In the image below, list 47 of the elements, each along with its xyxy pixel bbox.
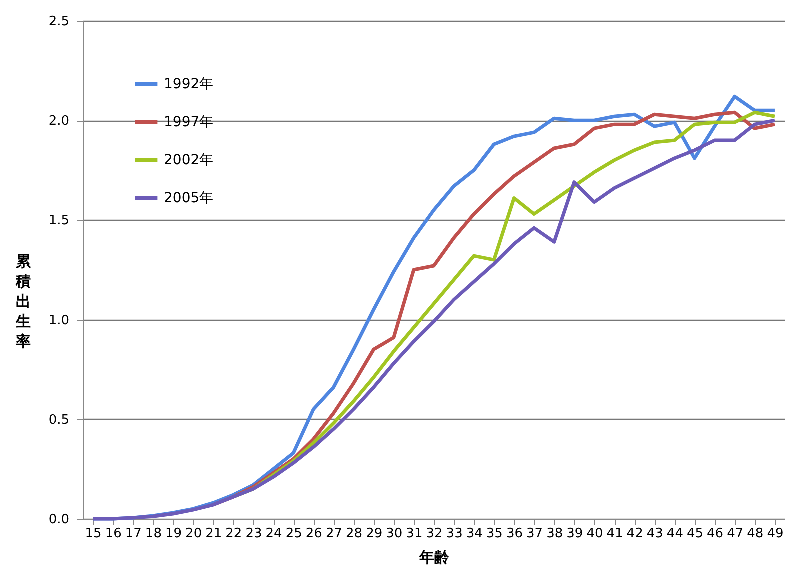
x-tick-label: 27 [326,526,342,542]
x-tick-label: 36 [506,526,523,542]
x-tick-label: 21 [206,526,222,542]
x-tick-label: 22 [226,526,242,542]
x-tick-label: 15 [85,526,102,542]
x-tick-label: 38 [546,526,564,542]
x-tick-label: 44 [666,526,684,542]
x-tick-label: 37 [526,526,544,542]
y-tick-label: 0.0 [48,512,70,528]
x-tick-label: 24 [266,526,282,542]
x-tick-label: 49 [767,526,784,542]
y-axis-title: 累積出生率 [15,252,32,350]
x-tick-label: 19 [165,526,182,542]
x-tick-label: 41 [606,526,624,542]
x-tick-label: 43 [646,526,664,542]
x-tick-label: 20 [186,526,202,542]
legend-label: 2005年 [164,190,214,206]
x-tick-label: 31 [406,526,423,542]
legend-label: 2002年 [164,152,214,168]
x-tick-label: 48 [747,526,764,542]
x-tick-label: 42 [626,526,644,542]
x-tick-label: 26 [306,526,322,542]
x-tick-label: 45 [686,526,704,542]
legend-label: 1997年 [164,114,214,130]
y-tick-label: 2.0 [48,114,70,130]
x-tick-label: 16 [105,526,122,542]
x-axis-title: 年齢 [418,548,450,566]
x-tick-label: 33 [446,526,463,542]
x-tick-label: 47 [727,526,744,542]
x-tick-label: 32 [426,526,443,542]
x-tick-label: 46 [707,526,724,542]
x-tick-label: 40 [586,526,604,542]
x-tick-label: 18 [145,526,162,542]
x-tick-label: 25 [286,526,302,542]
x-tick-label: 35 [486,526,503,542]
x-tick-label: 30 [386,526,403,542]
x-tick-label: 29 [366,526,383,542]
x-tick-label: 39 [566,526,584,542]
x-tick-label: 28 [346,526,363,542]
y-tick-label: 1.0 [48,313,70,328]
x-tick-label: 34 [466,526,483,542]
y-tick-label: 2.5 [48,14,70,30]
y-tick-label: 0.5 [48,412,70,428]
x-tick-label: 17 [125,526,142,542]
y-tick-label: 1.5 [48,214,70,229]
legend-label: 1992年 [164,76,214,92]
x-tick-label: 23 [246,526,262,542]
